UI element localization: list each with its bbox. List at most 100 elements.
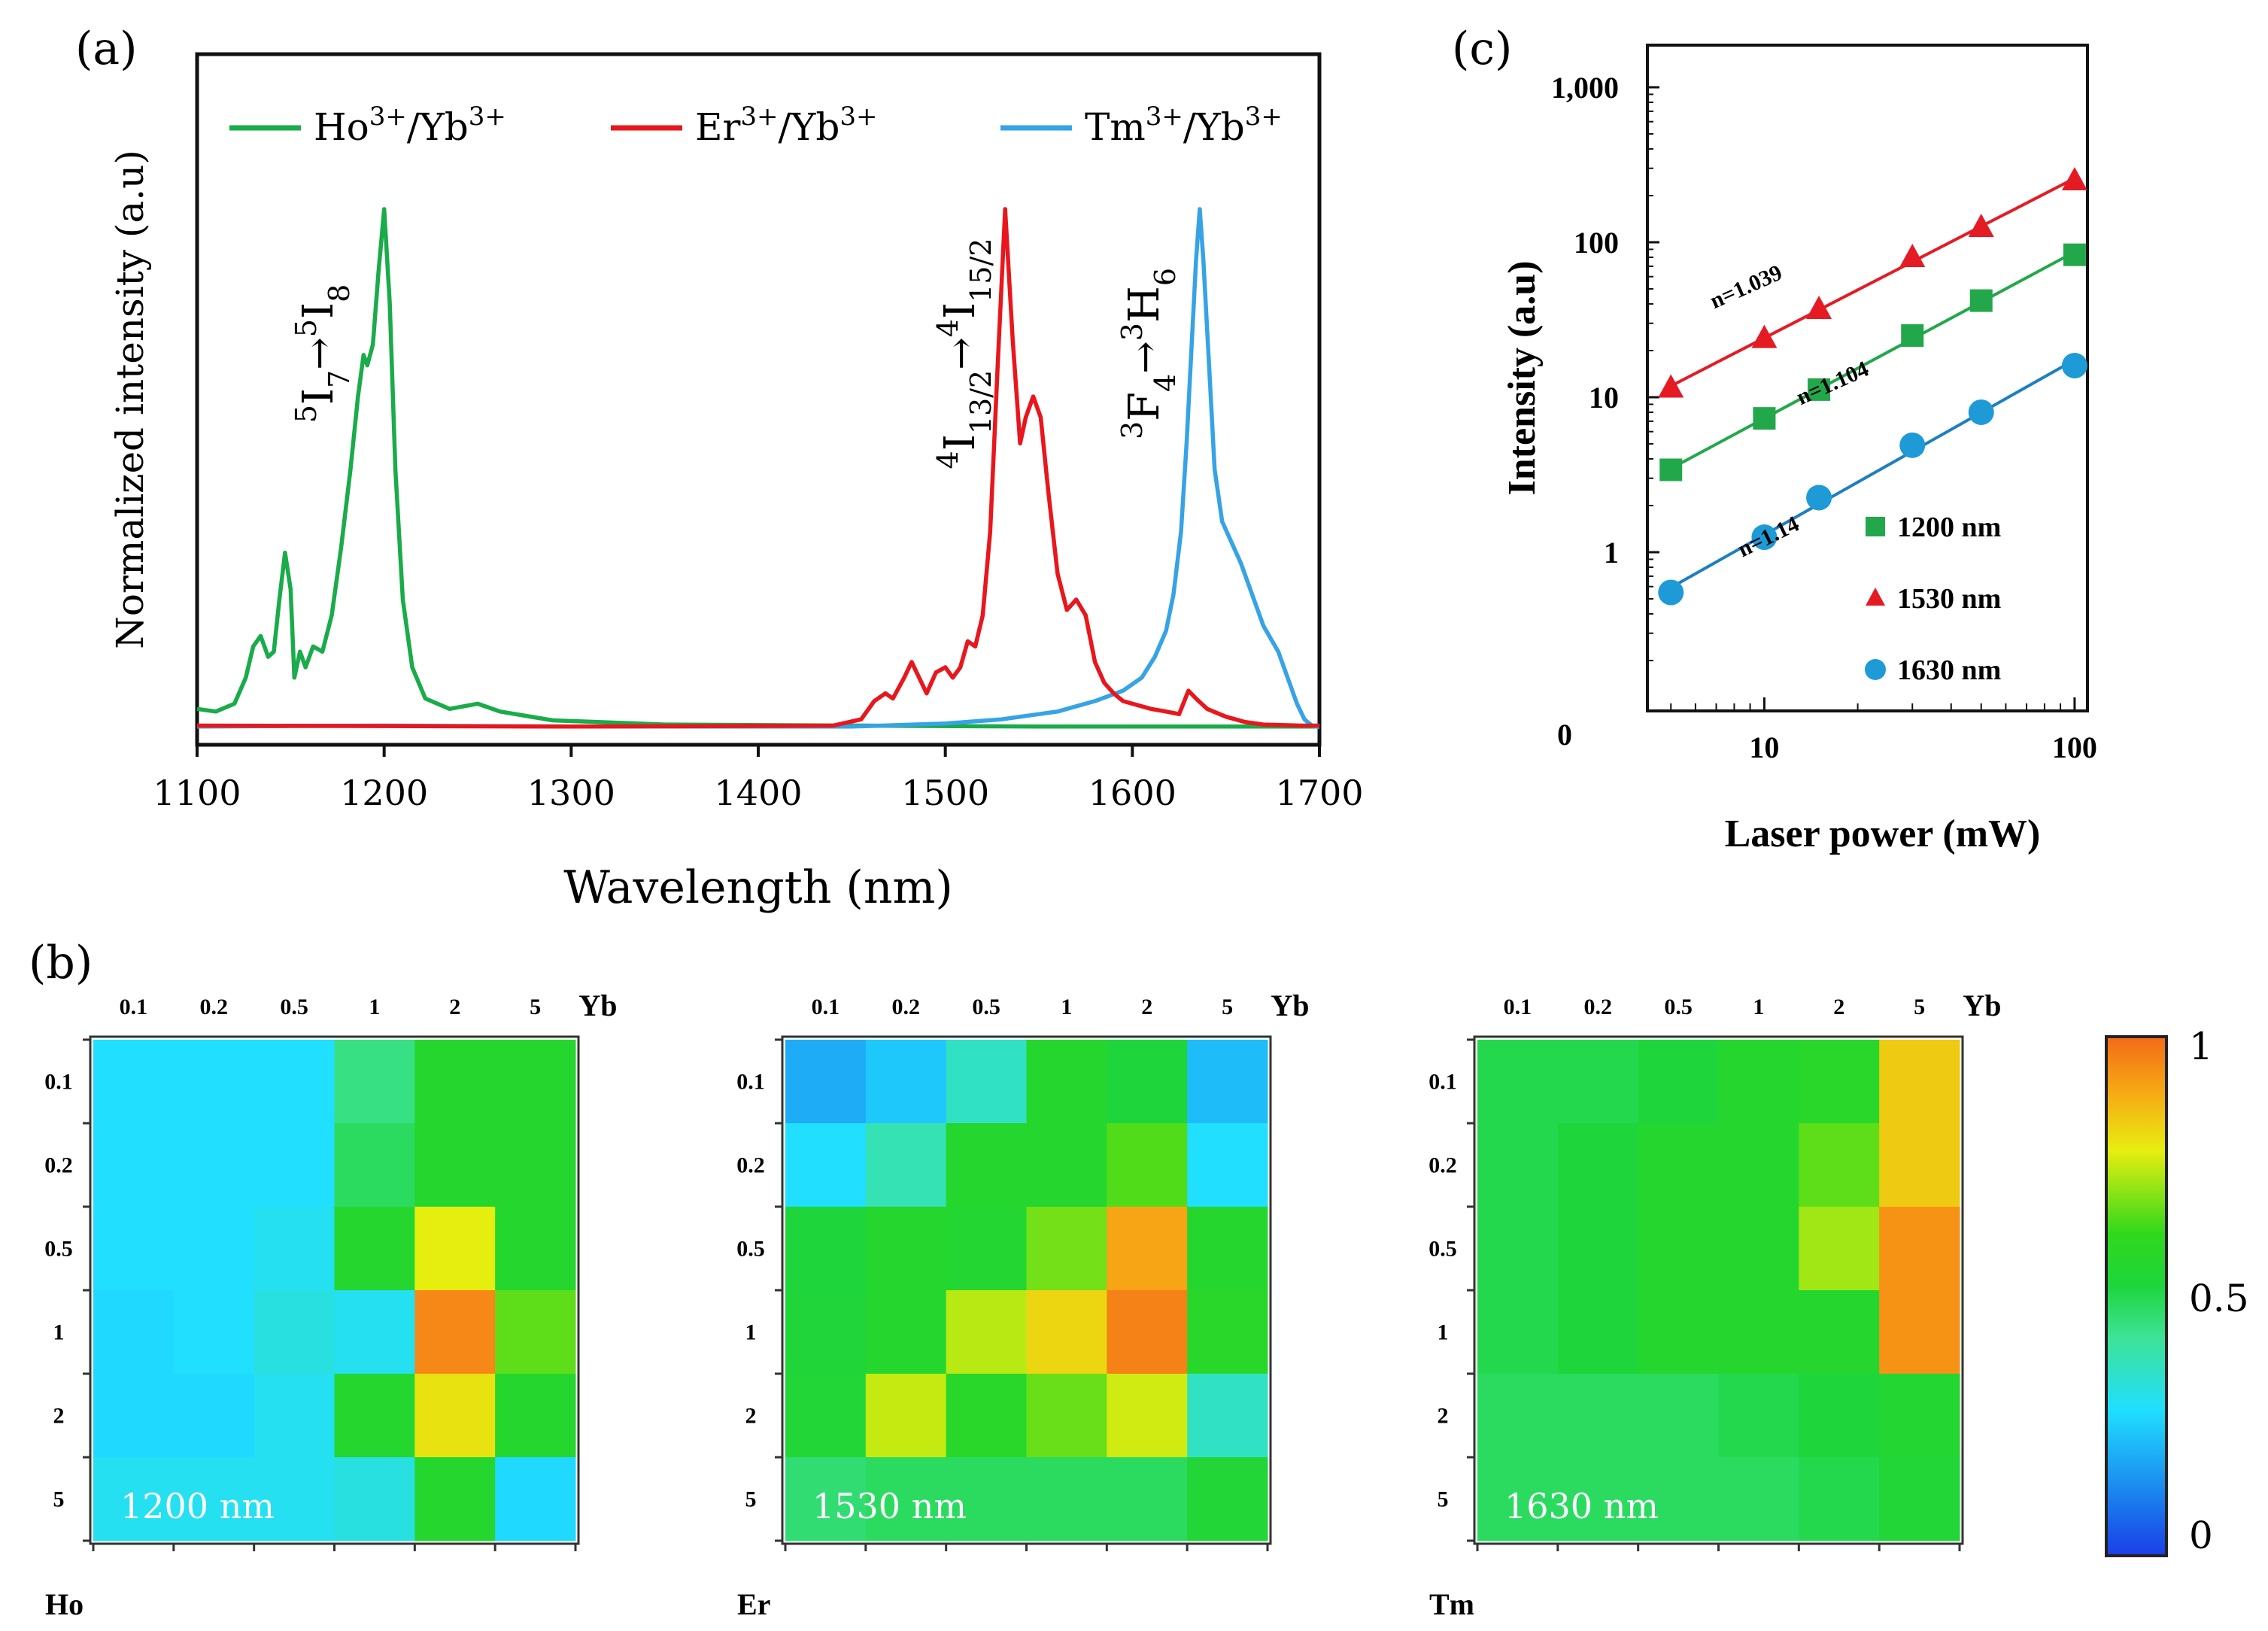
heatmap-col-axis-name: Yb <box>578 989 617 1022</box>
heatmap-cell <box>1477 1123 1559 1207</box>
heatmap-cell <box>1026 1207 1107 1291</box>
marker-circle <box>1658 579 1684 606</box>
heatmap-cell <box>946 1207 1027 1291</box>
heatmap-cell <box>1557 1290 1639 1374</box>
legend-ion-charge: 3+ <box>369 102 407 132</box>
annotation-term: I <box>936 434 985 451</box>
heatmap-cell <box>334 1040 415 1124</box>
heatmap-row-label: 0.2 <box>1429 1153 1457 1178</box>
colorbar-label: 0 <box>2189 1514 2213 1557</box>
heatmap-cell <box>1557 1040 1639 1124</box>
colorbar-label: 1 <box>2189 1025 2213 1068</box>
heatmap-cell <box>93 1040 175 1124</box>
heatmap-cell <box>1638 1040 1719 1124</box>
heatmap-cell <box>1799 1374 1880 1458</box>
legend-coion-charge: 3+ <box>839 102 877 132</box>
marker-triangle <box>2061 167 2087 191</box>
heatmap-cell <box>334 1457 415 1541</box>
heatmap-cell <box>1107 1123 1188 1207</box>
heatmap-col-label: 0.1 <box>812 995 840 1019</box>
heatmap-cell <box>414 1040 496 1124</box>
heatmap-cell <box>1799 1207 1880 1291</box>
annotation-sub: 7 <box>323 370 356 388</box>
heatmap-col-label: 0.5 <box>1664 995 1693 1019</box>
heatmap-cell <box>1638 1374 1719 1458</box>
heatmap-cell <box>173 1457 255 1541</box>
annotation-term: H <box>1120 286 1169 323</box>
annotation-sup: 4 <box>931 451 964 469</box>
heatmap-cell <box>1187 1290 1268 1374</box>
heatmap-row-label: 1 <box>1438 1320 1449 1345</box>
annotation-sup: 5 <box>290 319 323 337</box>
heatmap-cell <box>1026 1457 1107 1541</box>
x-tick-label: 1200 <box>340 773 428 813</box>
marker-circle <box>1899 432 1926 458</box>
heatmap-cell <box>1879 1290 1960 1374</box>
heatmap-col-label: 1 <box>1753 995 1764 1019</box>
legend-marker-triangle <box>1866 588 1885 606</box>
marker-square <box>1659 458 1683 481</box>
heatmap-cell <box>1107 1374 1188 1458</box>
fit-line-1630nm <box>1670 358 2075 589</box>
heatmap-cell <box>334 1374 415 1458</box>
heatmap-wavelength-label: 1630 nm <box>1504 1486 1659 1526</box>
annotation-arrow: → <box>939 337 984 370</box>
heatmap-cell <box>1187 1207 1268 1291</box>
heatmap-cell <box>414 1123 496 1207</box>
heatmap-cell <box>495 1123 576 1207</box>
heatmap-cell <box>495 1040 576 1124</box>
heatmap-col-label: 5 <box>1222 995 1233 1019</box>
heatmap-cell <box>254 1457 335 1541</box>
marker-circle <box>1806 484 1832 511</box>
heatmap-cell <box>93 1207 175 1291</box>
annotation-sup: 4 <box>931 319 964 337</box>
heatmap-cell <box>93 1290 175 1374</box>
legend-ion: Er <box>695 105 740 149</box>
heatmap-cell <box>1107 1207 1188 1291</box>
y-axis-title: Intensity (a.u) <box>1501 260 1544 495</box>
marker-triangle <box>1658 374 1684 398</box>
y-tick-label: 1,000 <box>1551 71 1619 105</box>
heatmap-cell <box>1799 1457 1880 1541</box>
annotation-sup: 3 <box>1116 323 1149 341</box>
heatmap-row-label: 0.5 <box>1429 1237 1457 1262</box>
plot-frame-c <box>1646 44 2089 712</box>
heatmap-cell <box>1557 1374 1639 1458</box>
x-axis-title: Wavelength (nm) <box>563 861 953 914</box>
annotation-term: I <box>936 302 985 319</box>
heatmap-row-axis-name: Tm <box>1429 1587 1474 1621</box>
series-line-er <box>196 207 1319 729</box>
heatmap-cell <box>1107 1040 1188 1124</box>
heatmap-cell <box>785 1123 867 1207</box>
panel-a: (a) 1100 1200 1300 1400 1500 1600 1700 Wavelengt… <box>75 23 1364 914</box>
heatmap-cell <box>495 1457 576 1541</box>
slope-label: n=1.104 <box>1793 357 1872 410</box>
panel-b: (b) 0.1 0.2 0.5 1 2 5 0.1 0.2 0.5 1 2 5 Yb Ho 1200 nm 0.… <box>29 937 2249 1621</box>
heatmap-cell <box>1026 1123 1107 1207</box>
heatmap-row-label: 0.1 <box>736 1070 765 1095</box>
legend-ion: Tm <box>1085 105 1146 149</box>
heatmap-cell <box>1187 1457 1268 1541</box>
heatmap-cell <box>1187 1040 1268 1124</box>
legend-marker-circle <box>1865 659 1886 680</box>
slope-label: n=1.14 <box>1734 512 1803 562</box>
marker-circle <box>1751 524 1778 551</box>
marker-square <box>1901 324 1924 348</box>
heatmap-col-label: 2 <box>1833 995 1844 1019</box>
heatmap-cell <box>1557 1123 1639 1207</box>
marker-triangle <box>1968 214 1994 238</box>
heatmap-cell <box>865 1040 947 1124</box>
legend-ion-charge: 3+ <box>1146 102 1183 132</box>
heatmap-cell <box>1026 1374 1107 1458</box>
heatmap-cell <box>1026 1040 1107 1124</box>
heatmap-cell <box>414 1457 496 1541</box>
heatmap-col-label: 1 <box>369 995 380 1019</box>
heatmap-cell <box>946 1374 1027 1458</box>
annotation-arrow: → <box>1123 341 1168 374</box>
legend-label: 1200 nm <box>1897 512 2001 543</box>
heatmap-col-label: 0.2 <box>892 995 921 1019</box>
heatmap-col-label: 2 <box>1141 995 1152 1019</box>
annotation-arrow: → <box>297 337 342 370</box>
heatmap-row-label: 2 <box>53 1404 65 1429</box>
